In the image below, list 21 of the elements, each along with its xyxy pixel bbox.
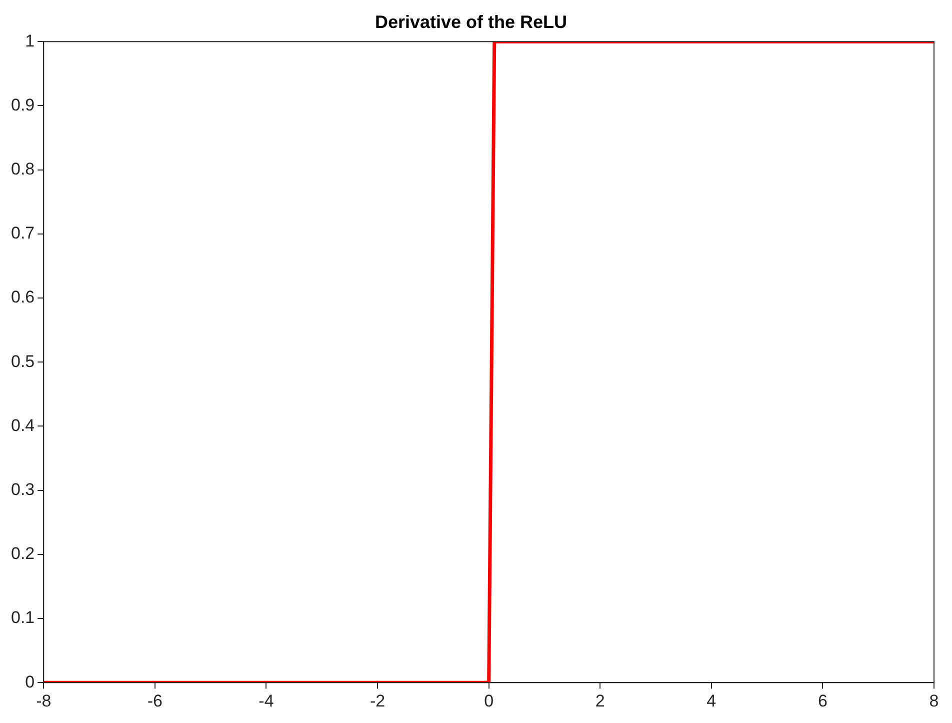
x-tick-label: -6 (147, 691, 162, 710)
x-tick-label: 4 (706, 691, 716, 710)
x-tick-label: -8 (36, 691, 52, 710)
y-tick-label: 0.4 (10, 416, 35, 435)
x-tick-label: 8 (929, 691, 939, 710)
y-tick-label: 0.1 (10, 608, 35, 628)
y-tick-label: 0.6 (10, 288, 35, 307)
x-tick-label: -2 (370, 691, 386, 710)
x-tick-label: 2 (595, 691, 605, 710)
y-tick-label: 0.2 (10, 544, 35, 564)
y-tick-label: 0.3 (10, 480, 35, 499)
y-tick-label: 0 (25, 672, 35, 692)
y-tick-label: 0.8 (10, 159, 35, 178)
y-tick-label: 0.7 (10, 224, 35, 243)
y-tick-label: 0.5 (10, 352, 35, 371)
chart-title: Derivative of the ReLU (374, 12, 568, 32)
x-tick-label: -4 (258, 691, 274, 710)
y-tick-label: 1 (25, 31, 35, 50)
x-tick-label: 6 (818, 691, 828, 710)
y-tick-label: 0.9 (10, 95, 35, 114)
x-tick-label: 0 (484, 691, 494, 710)
